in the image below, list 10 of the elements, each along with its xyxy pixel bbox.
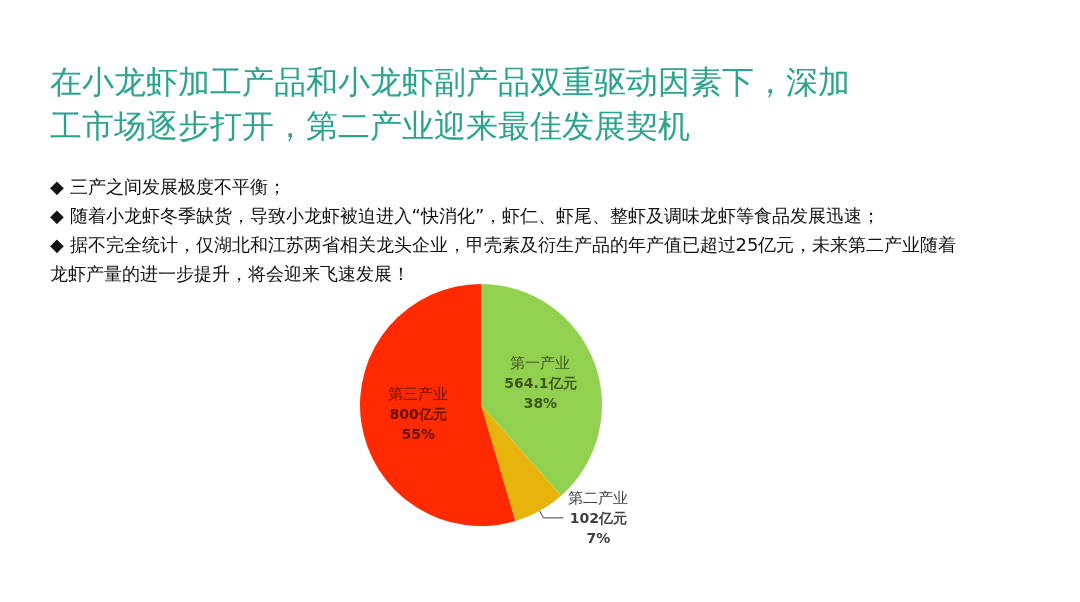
data-label: 564.1亿元 38% [504,374,577,411]
data-label: 102亿元 7% [569,509,628,546]
chart-title: 在小龙虾加工产品和小龙虾副产品双重驱动因素下，深加工市场逐步打开，第二产业迎来最佳发展契机 [50,62,851,147]
data-label: 800亿元 55% [389,406,447,443]
slice-label: 第二产业 [568,488,629,507]
slice-label: 第三产业 [388,385,449,404]
text: ◆ 随着小龙虾冬季缺货，导致小龙虾被迫进入“快消化”，虾仁、虾尾、整虾及调味龙虾等食品发展迅速； [50,204,882,228]
text: ◆ 三产之间发展极度不平衡； [50,175,287,199]
text: ◆ 据不完全统计，仅湖北和江苏两省相关龙头企业，甲壳素及衍生产品的年产值已超过25亿元，未来第二产业随着龙虾产量的进一步提升，将会迎来飞速发展！ [50,233,958,286]
slice-label: 第一产业 [510,353,571,372]
